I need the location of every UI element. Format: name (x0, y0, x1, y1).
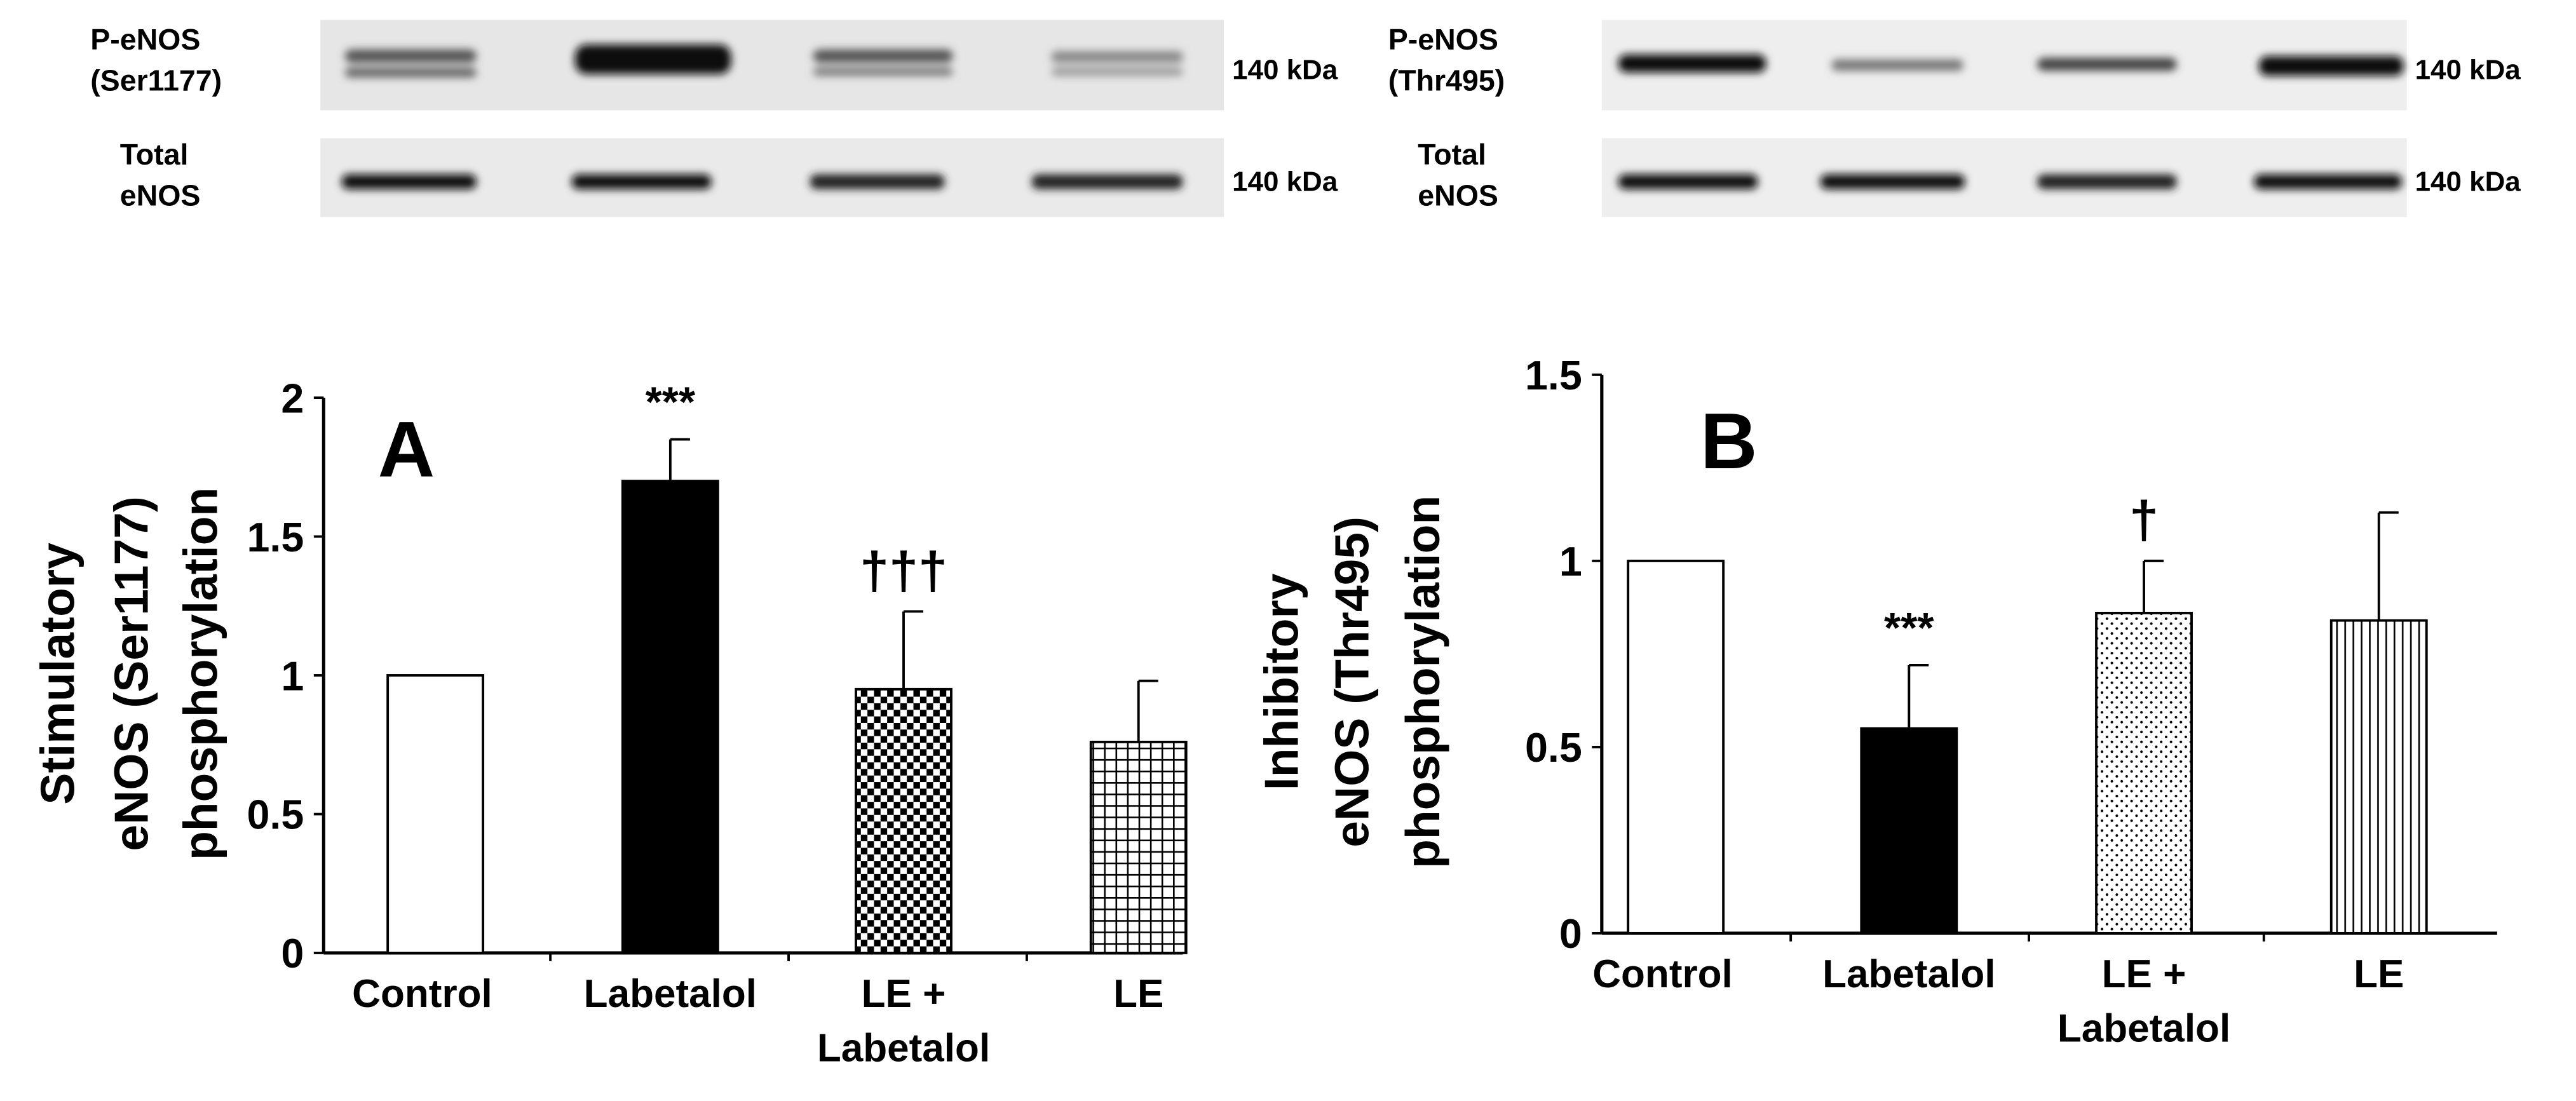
blot-label: P-eNOS (1388, 23, 1498, 56)
y-axis-label: phosphorylation (1396, 496, 1449, 868)
y-tick-label: 0 (281, 930, 304, 976)
blot-label: Total (120, 138, 189, 171)
y-axis-label: Stimulatory (31, 543, 84, 805)
blot-label: eNOS (1418, 179, 1498, 212)
bar (621, 480, 719, 954)
x-tick-label: Labetalol (1822, 952, 1995, 996)
blot-label: eNOS (120, 179, 201, 212)
molecular-weight: 140 kDa (1232, 166, 1338, 197)
bar (1627, 559, 1725, 935)
chart-title: B (1700, 398, 1758, 485)
bar (2329, 619, 2428, 935)
x-tick-label: Control (352, 972, 492, 1016)
y-tick-label: 0.5 (247, 792, 304, 838)
significance-label: *** (646, 378, 696, 426)
blot-label: Total (1418, 138, 1486, 171)
y-tick-label: 1 (281, 652, 304, 699)
y-tick-label: 0 (1559, 910, 1582, 957)
bar (855, 687, 952, 954)
significance-label: † (2129, 490, 2159, 550)
x-tick-label: LE + Labetalol (2057, 952, 2230, 1050)
y-tick-label: 1.5 (247, 514, 304, 560)
significance-label: *** (1884, 604, 1934, 652)
molecular-weight: 140 kDa (2415, 54, 2521, 85)
y-tick-label: 1.5 (1525, 352, 1582, 398)
chart-title: A (378, 406, 435, 494)
bar (386, 674, 485, 954)
molecular-weight: 140 kDa (1232, 54, 1338, 85)
y-axis-label: phosphorylation (173, 487, 227, 860)
y-axis-label: eNOS (Ser1177) (105, 496, 158, 851)
y-tick-label: 2 (281, 375, 304, 421)
y-axis-label: Inhibitory (1255, 573, 1308, 790)
x-tick-label: Labetalol (584, 972, 757, 1016)
bar (2095, 611, 2193, 935)
y-tick-label: 1 (1559, 538, 1582, 584)
blot-images (320, 20, 2407, 217)
blot-label: (Thr495) (1388, 64, 1505, 97)
x-tick-label: LE (2354, 952, 2404, 996)
blot-label: (Ser1177) (90, 64, 222, 97)
x-tick-label: LE (1113, 972, 1163, 1016)
x-tick-label: LE + Labetalol (817, 972, 990, 1070)
y-axis-label: eNOS (Thr495) (1325, 517, 1379, 848)
x-tick-label: Control (1592, 952, 1733, 996)
blot-label: P-eNOS (90, 23, 200, 56)
significance-label: ††† (860, 541, 947, 600)
molecular-weight: 140 kDa (2415, 166, 2521, 197)
bar (1089, 740, 1188, 954)
y-tick-label: 0.5 (1525, 724, 1582, 771)
bar (1860, 727, 1958, 935)
